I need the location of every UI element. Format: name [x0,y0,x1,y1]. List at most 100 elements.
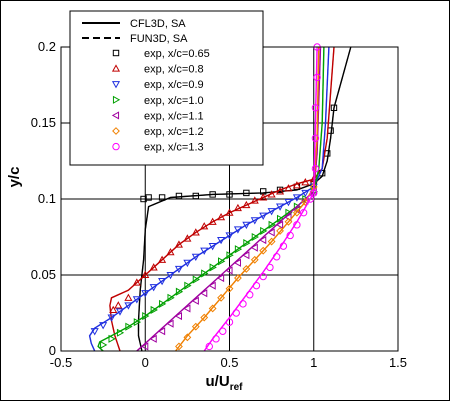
exp-marker [108,334,116,343]
legend-item: exp, x/c=0.8 [111,64,204,76]
exp-marker [114,301,123,309]
exp-marker [284,184,293,192]
exp-marker [292,181,301,189]
exp-marker [183,259,192,268]
y-tick-label: 0.05 [31,267,56,282]
exp-marker [226,191,233,198]
exp-marker [200,222,209,230]
exp-marker [275,220,284,229]
exp-marker [292,208,301,217]
legend-box [69,10,264,166]
exp-marker [205,342,213,351]
exp-marker [174,311,183,321]
legend-marker [112,142,120,151]
cfd-line-dashed [203,46,318,352]
exp-marker [311,104,320,112]
y-axis-label: y/c [6,167,23,188]
exp-marker [233,258,241,267]
exp-marker [267,208,276,216]
exp-marker [234,245,243,254]
exp-marker [284,198,293,207]
legend: CFL3D, SA FUN3D, SA exp, x/c=0.65 exp, x/c=… [69,10,264,166]
exp-marker [299,208,308,217]
exp-marker [311,164,320,173]
exp-marker [267,237,276,246]
exp-marker [259,212,268,220]
exp-marker [225,284,234,293]
series-x-c-1-3 [203,43,321,352]
exp-marker [266,263,274,272]
x-tick-label: 1 [310,355,317,370]
exp-marker [99,322,108,330]
exp-marker [259,272,267,281]
legend-item: exp, x/c=1.3 [112,142,204,154]
exp-marker [234,274,242,282]
exp-marker [175,192,183,200]
exp-marker [192,275,201,284]
exp-marker [267,190,276,198]
legend-label: exp, x/c=0.65 [144,48,210,60]
exp-marker [301,189,310,198]
legend-label: CFL3D, SA [130,18,186,30]
exp-marker [239,300,247,308]
exp-marker [232,309,240,317]
x-tick-label: 0.5 [220,355,238,370]
exp-marker [150,305,158,315]
exp-marker [259,246,268,255]
exp-marker [246,291,254,299]
exp-marker [252,281,261,290]
exp-marker [284,217,293,226]
exp-marker [167,293,175,302]
legend-item: exp, x/c=1.1 [111,110,204,122]
exp-marker [158,278,167,286]
legend-item: CFL3D, SA [82,18,186,30]
exp-marker [133,318,142,327]
exp-marker [124,293,133,301]
legend-label: exp, x/c=0.8 [144,64,204,76]
exp-marker [276,227,284,235]
exp-marker [279,242,288,250]
exp-marker [149,263,158,271]
exp-marker [183,333,192,342]
exp-marker [209,191,216,198]
exp-marker [233,203,242,212]
exp-marker [175,287,184,296]
legend-label: exp, x/c=1.0 [144,95,204,107]
exp-marker [158,194,166,201]
exp-marker [174,240,183,248]
legend-marker [112,95,121,104]
y-tick-label: 0 [49,343,56,358]
legend-label: exp, x/c=1.2 [144,126,204,138]
exp-marker [132,278,141,286]
exp-marker [208,217,217,225]
exp-marker [250,255,259,264]
y-tick-label: 0.1 [38,191,56,206]
legend-label: exp, x/c=1.1 [144,110,204,122]
x-axis-label-main: u/U [206,373,230,390]
exp-marker [192,192,200,200]
exp-marker [218,257,226,266]
exp-marker [201,269,209,278]
exp-marker [200,313,209,322]
exp-marker [330,104,338,111]
exp-marker [116,328,125,337]
exp-marker [242,221,251,230]
exp-marker [217,236,226,245]
exp-marker [166,247,175,256]
exp-marker [225,318,234,326]
exp-marker [209,263,217,272]
exp-marker [217,213,226,221]
exp-marker [219,327,227,335]
exp-marker [200,247,209,255]
x-axis-label-sub: ref [230,382,243,393]
exp-marker [159,299,167,308]
legend-marker [112,49,120,57]
exp-marker [242,265,251,273]
exp-marker [145,194,152,201]
legend-marker [111,81,121,89]
exp-marker [149,334,157,343]
exp-marker [115,308,125,316]
exp-marker [225,266,233,275]
exp-marker [149,284,158,292]
